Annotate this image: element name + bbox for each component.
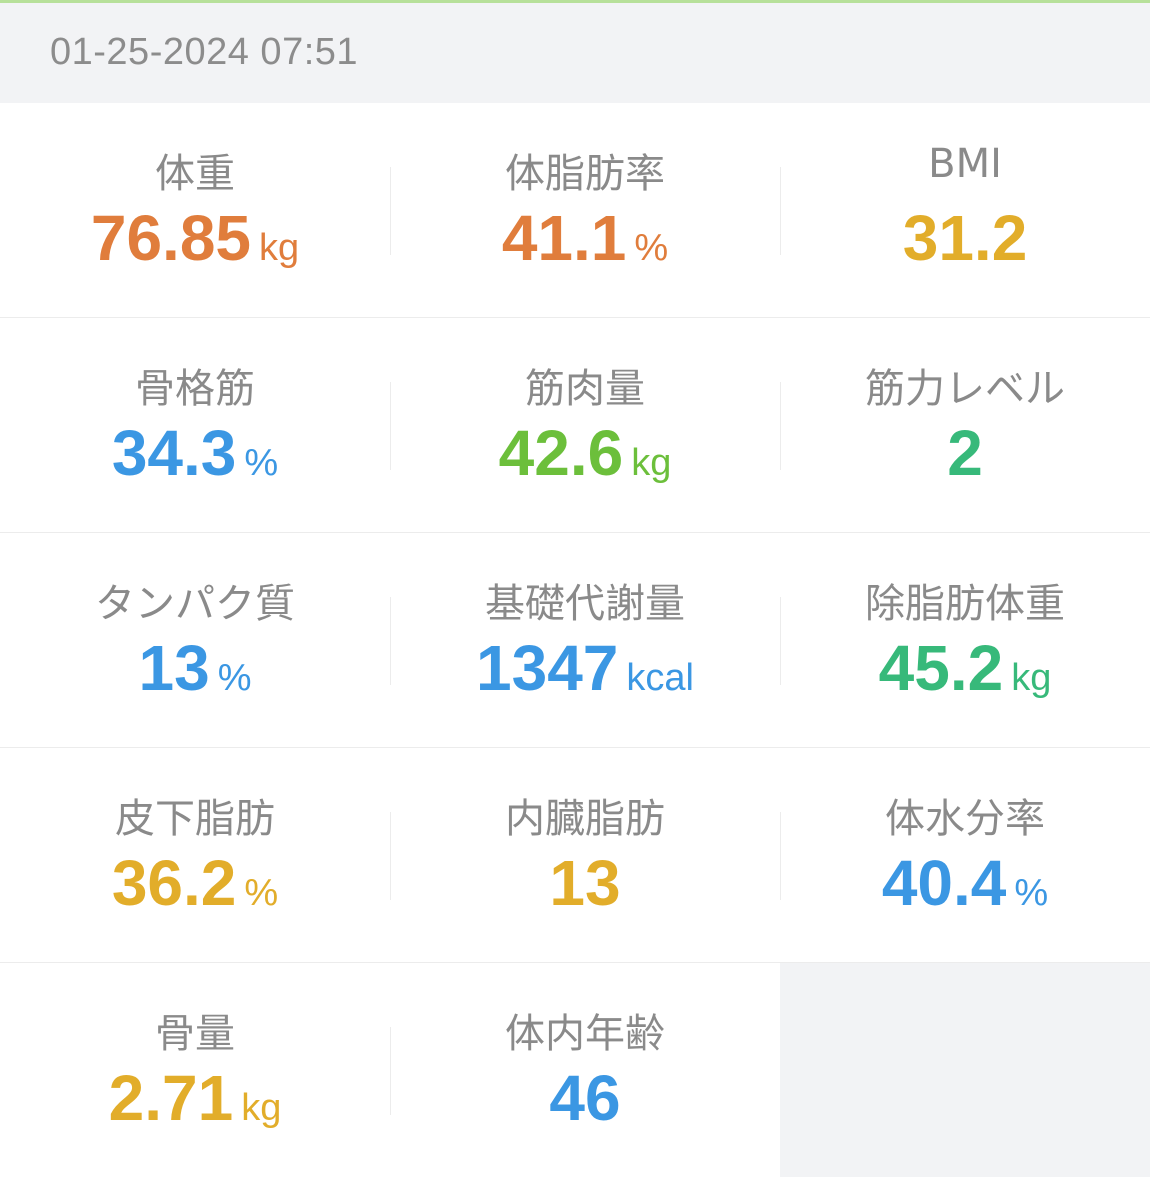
metrics-row: 骨量 2.71 kg 体内年齢 46	[0, 963, 1150, 1177]
metric-value-group: 34.3%	[0, 416, 390, 490]
metric-value-group: 46	[390, 1061, 780, 1135]
metric-body-water[interactable]: 体水分率 40.4%	[780, 748, 1150, 962]
cell-divider	[390, 812, 391, 900]
record-header: 01-25-2024 07:51	[0, 3, 1150, 103]
metric-value: 13	[138, 632, 210, 704]
cell-divider	[780, 812, 781, 900]
metric-value-group: 40.4%	[780, 846, 1150, 920]
metric-strength-level[interactable]: 筋力レベル 2	[780, 318, 1150, 532]
empty-cell	[780, 963, 1150, 1177]
metrics-grid: 体重 76.85 kg 体脂肪率 41.1% BMI 31.2 骨格筋 34.3%	[0, 103, 1150, 1177]
metric-unit: %	[244, 442, 279, 484]
metric-value-group: 42.6 kg	[390, 416, 780, 490]
cell-divider	[390, 597, 391, 685]
metric-value: 46	[549, 1062, 621, 1134]
metric-unit: kg	[241, 1087, 282, 1129]
metric-bone-mass[interactable]: 骨量 2.71 kg	[0, 963, 390, 1177]
metric-value: 13	[549, 847, 621, 919]
metric-muscle-mass[interactable]: 筋肉量 42.6 kg	[390, 318, 780, 532]
metric-value: 1347	[476, 632, 619, 704]
cell-divider	[780, 167, 781, 255]
metric-label: タンパク質	[95, 581, 295, 627]
metric-lean-body-mass[interactable]: 除脂肪体重 45.2 kg	[780, 533, 1150, 747]
metric-value: 42.6	[498, 417, 624, 489]
metric-label: 体脂肪率	[505, 151, 665, 197]
metric-label: 内臓脂肪	[505, 796, 665, 842]
metric-label: 体水分率	[885, 796, 1045, 842]
metric-bmi[interactable]: BMI 31.2	[780, 103, 1150, 317]
metric-label: 筋肉量	[525, 366, 645, 412]
metric-visceral-fat[interactable]: 内臓脂肪 13	[390, 748, 780, 962]
metrics-row: 体重 76.85 kg 体脂肪率 41.1% BMI 31.2	[0, 103, 1150, 318]
metric-value-group: 45.2 kg	[780, 631, 1150, 705]
metric-label: 体内年齢	[505, 1011, 665, 1057]
metric-value: 40.4	[881, 847, 1007, 919]
metric-unit: %	[1014, 872, 1049, 914]
metric-value: 76.85	[90, 202, 251, 274]
metric-unit: %	[244, 872, 279, 914]
metric-value: 45.2	[878, 632, 1004, 704]
metric-basal-metabolism[interactable]: 基礎代謝量 1347 kcal	[390, 533, 780, 747]
cell-divider	[390, 382, 391, 470]
metric-unit: kg	[259, 227, 300, 269]
metric-label: 除脂肪体重	[865, 581, 1065, 627]
metric-value: 2.71	[108, 1062, 234, 1134]
metric-protein[interactable]: タンパク質 13%	[0, 533, 390, 747]
metric-unit: kg	[631, 442, 672, 484]
metrics-row: タンパク質 13% 基礎代謝量 1347 kcal 除脂肪体重 45.2 kg	[0, 533, 1150, 748]
metric-value-group: 41.1%	[390, 201, 780, 275]
metric-value-group: 36.2%	[0, 846, 390, 920]
metric-value: 36.2	[111, 847, 237, 919]
metric-value-group: 13	[390, 846, 780, 920]
metric-unit: %	[217, 657, 252, 699]
cell-divider	[390, 1027, 391, 1115]
metric-label: 筋力レベル	[865, 366, 1065, 412]
metric-label: 体重	[155, 151, 235, 197]
metric-value: 41.1	[501, 202, 627, 274]
metric-value: 2	[947, 417, 983, 489]
cell-divider	[390, 167, 391, 255]
metric-label: BMI	[928, 141, 1002, 187]
metric-value: 34.3	[111, 417, 237, 489]
metric-label: 骨格筋	[135, 366, 255, 412]
metric-value-group: 1347 kcal	[390, 631, 780, 705]
metric-value-group: 31.2	[780, 201, 1150, 275]
metric-body-fat-rate[interactable]: 体脂肪率 41.1%	[390, 103, 780, 317]
metrics-row: 骨格筋 34.3% 筋肉量 42.6 kg 筋力レベル 2	[0, 318, 1150, 533]
metric-weight[interactable]: 体重 76.85 kg	[0, 103, 390, 317]
metric-label: 皮下脂肪	[115, 796, 275, 842]
metric-unit: %	[634, 227, 669, 269]
metric-value-group: 76.85 kg	[0, 201, 390, 275]
metric-label: 基礎代謝量	[485, 581, 685, 627]
metric-label: 骨量	[155, 1011, 235, 1057]
metrics-row: 皮下脂肪 36.2% 内臓脂肪 13 体水分率 40.4%	[0, 748, 1150, 963]
metric-body-age[interactable]: 体内年齢 46	[390, 963, 780, 1177]
metric-value-group: 2	[780, 416, 1150, 490]
cell-divider	[780, 382, 781, 470]
cell-divider	[780, 597, 781, 685]
top-accent-bar	[0, 0, 1150, 3]
metric-value: 31.2	[902, 202, 1028, 274]
metric-subcutaneous-fat[interactable]: 皮下脂肪 36.2%	[0, 748, 390, 962]
metric-unit: kg	[1011, 657, 1052, 699]
measurement-timestamp: 01-25-2024 07:51	[50, 31, 359, 73]
metric-value-group: 2.71 kg	[0, 1061, 390, 1135]
metric-skeletal-muscle[interactable]: 骨格筋 34.3%	[0, 318, 390, 532]
metric-value-group: 13%	[0, 631, 390, 705]
metric-unit: kcal	[626, 657, 694, 699]
